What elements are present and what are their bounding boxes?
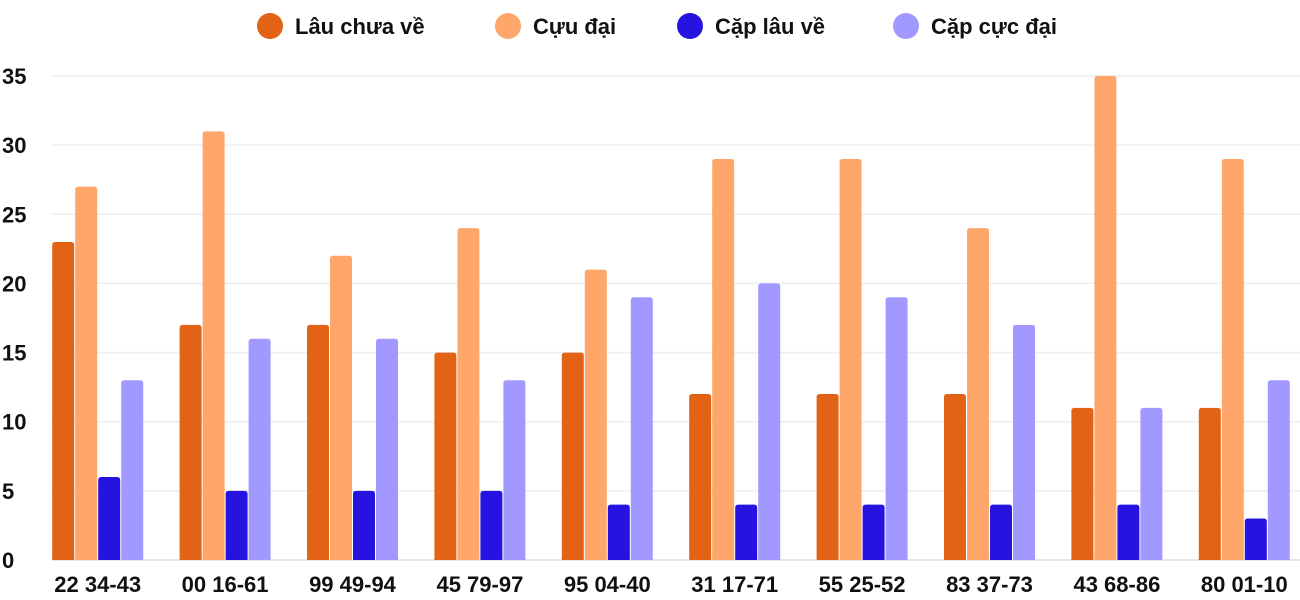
bar	[1094, 76, 1117, 560]
bar	[885, 297, 908, 560]
bar	[52, 241, 75, 560]
bar	[944, 394, 966, 560]
legend-marker	[257, 13, 283, 39]
y-tick-label: 10	[2, 410, 26, 435]
bar	[307, 324, 329, 560]
y-tick-label: 0	[2, 548, 14, 573]
bar	[1267, 380, 1290, 560]
legend-label: Cựu đại	[533, 14, 616, 39]
y-tick-label: 20	[2, 271, 26, 296]
bar	[121, 380, 144, 560]
bar	[457, 228, 480, 560]
bar	[353, 490, 375, 560]
legend-label: Lâu chưa về	[295, 14, 425, 39]
bar	[225, 490, 248, 560]
bar	[607, 504, 630, 560]
legend-marker	[893, 13, 919, 39]
bar	[1244, 518, 1267, 560]
bar	[75, 186, 98, 560]
x-tick-label: 22 34-43	[54, 572, 141, 597]
bar	[330, 255, 352, 560]
x-tick-label: 95 04-40	[564, 572, 651, 597]
x-tick-label: 43 68-86	[1073, 572, 1160, 597]
bar	[1221, 158, 1244, 560]
y-tick-label: 30	[2, 133, 26, 158]
bar	[480, 490, 503, 560]
bar	[990, 504, 1012, 560]
bar	[1198, 407, 1221, 560]
bar	[816, 394, 839, 560]
bar	[967, 228, 989, 560]
legend-label: Cặp lâu về	[715, 14, 825, 39]
bar	[1117, 504, 1140, 560]
legend-label: Cặp cực đại	[931, 14, 1057, 39]
legend-marker	[495, 13, 521, 39]
bar	[434, 352, 457, 560]
bar	[503, 380, 526, 560]
bar	[98, 477, 121, 560]
bar	[1013, 324, 1035, 560]
bar	[202, 131, 225, 561]
bar	[758, 283, 781, 560]
bar	[179, 324, 202, 560]
bar	[584, 269, 607, 560]
y-tick-label: 15	[2, 341, 26, 366]
bar	[630, 297, 653, 560]
bar	[689, 394, 712, 560]
bar	[712, 158, 735, 560]
x-tick-label: 80 01-10	[1201, 572, 1288, 597]
bar	[248, 338, 271, 560]
x-tick-label: 55 25-52	[819, 572, 906, 597]
x-tick-label: 83 37-73	[946, 572, 1033, 597]
bar	[735, 504, 758, 560]
y-tick-label: 25	[2, 202, 26, 227]
x-tick-label: 99 49-94	[309, 572, 397, 597]
bar	[839, 158, 862, 560]
bar	[1140, 407, 1163, 560]
legend-marker	[677, 13, 703, 39]
bar	[1071, 407, 1094, 560]
y-tick-label: 5	[2, 479, 14, 504]
bar	[561, 352, 584, 560]
bar	[376, 338, 398, 560]
bar	[862, 504, 885, 560]
x-tick-label: 45 79-97	[436, 572, 523, 597]
x-tick-label: 00 16-61	[182, 572, 269, 597]
x-tick-label: 31 17-71	[691, 572, 778, 597]
y-tick-label: 35	[2, 64, 26, 89]
